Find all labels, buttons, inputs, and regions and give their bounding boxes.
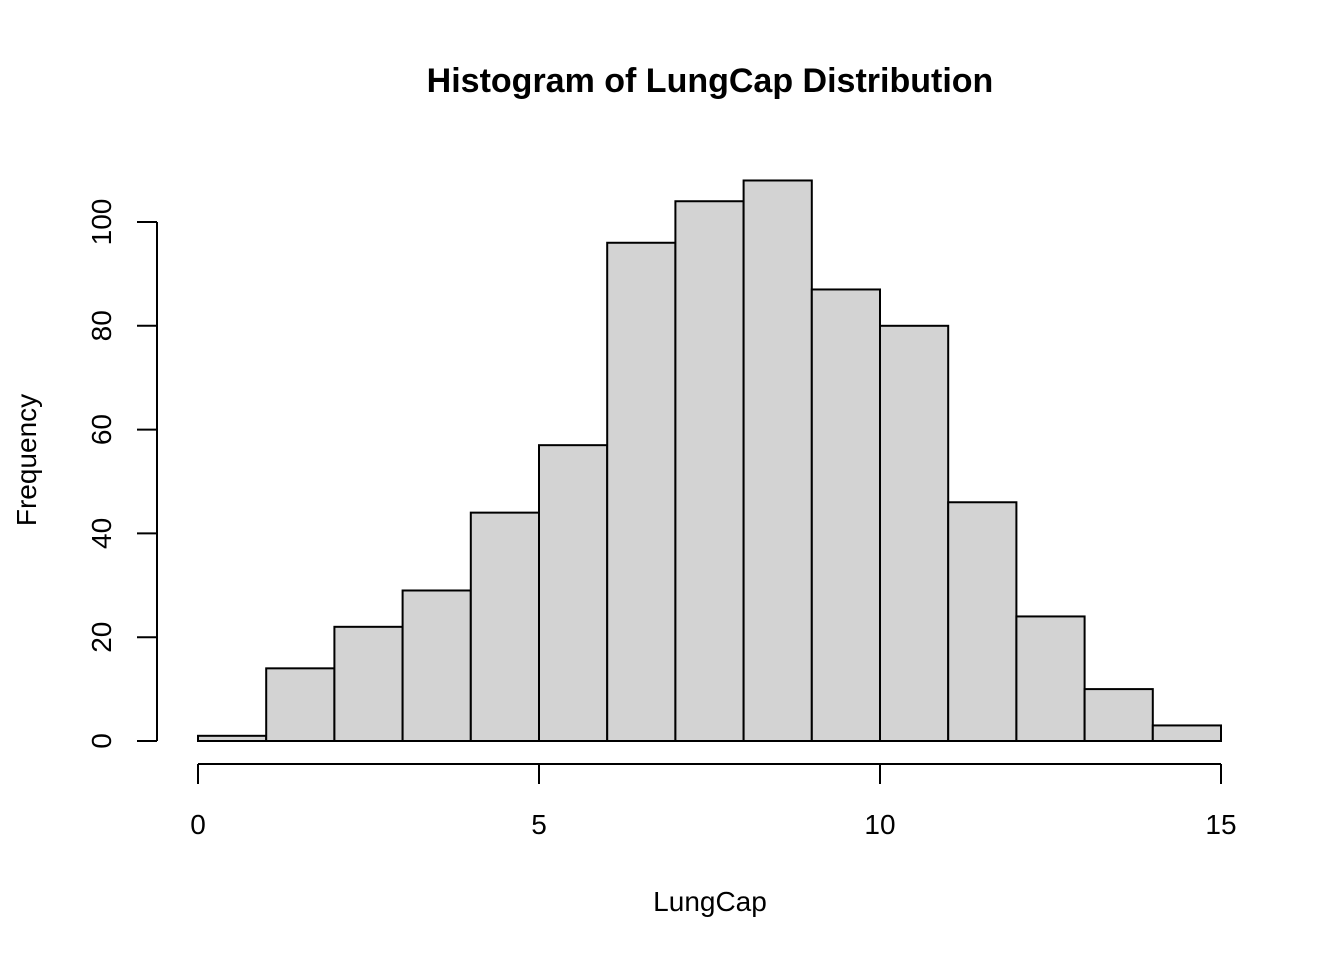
histogram-bar (538, 444, 609, 742)
x-tick-label: 0 (190, 809, 206, 840)
histogram-bar (1083, 688, 1154, 742)
histogram-bar (197, 734, 268, 742)
y-axis: 0 20 40 60 80 100 (86, 199, 158, 749)
histogram-bar (1151, 724, 1223, 742)
histogram-bar (810, 288, 881, 742)
histogram-bar (333, 625, 404, 743)
histogram-bar (469, 511, 540, 743)
y-axis-label: Frequency (11, 394, 42, 526)
histogram-bar (265, 667, 336, 743)
y-tick-label: 60 (86, 414, 117, 445)
histogram-bar (947, 501, 1018, 743)
histogram-bar (606, 241, 677, 742)
histogram-bar (401, 589, 472, 742)
bars-group (197, 179, 1223, 743)
y-tick-label: 100 (86, 199, 117, 246)
x-axis-label: LungCap (653, 886, 767, 917)
x-axis: 0 5 10 15 (190, 763, 1237, 840)
histogram-bar (1015, 615, 1086, 742)
histogram-bar (742, 179, 813, 743)
x-tick-label: 15 (1205, 809, 1236, 840)
chart-title: Histogram of LungCap Distribution (427, 62, 994, 100)
x-tick-label: 10 (864, 809, 895, 840)
histogram-bar (879, 324, 950, 742)
y-tick-label: 20 (86, 622, 117, 653)
y-tick-label: 40 (86, 518, 117, 549)
y-tick-label: 0 (86, 733, 117, 749)
histogram-bar (674, 200, 745, 743)
x-tick-label: 5 (531, 809, 547, 840)
y-tick-label: 80 (86, 310, 117, 341)
